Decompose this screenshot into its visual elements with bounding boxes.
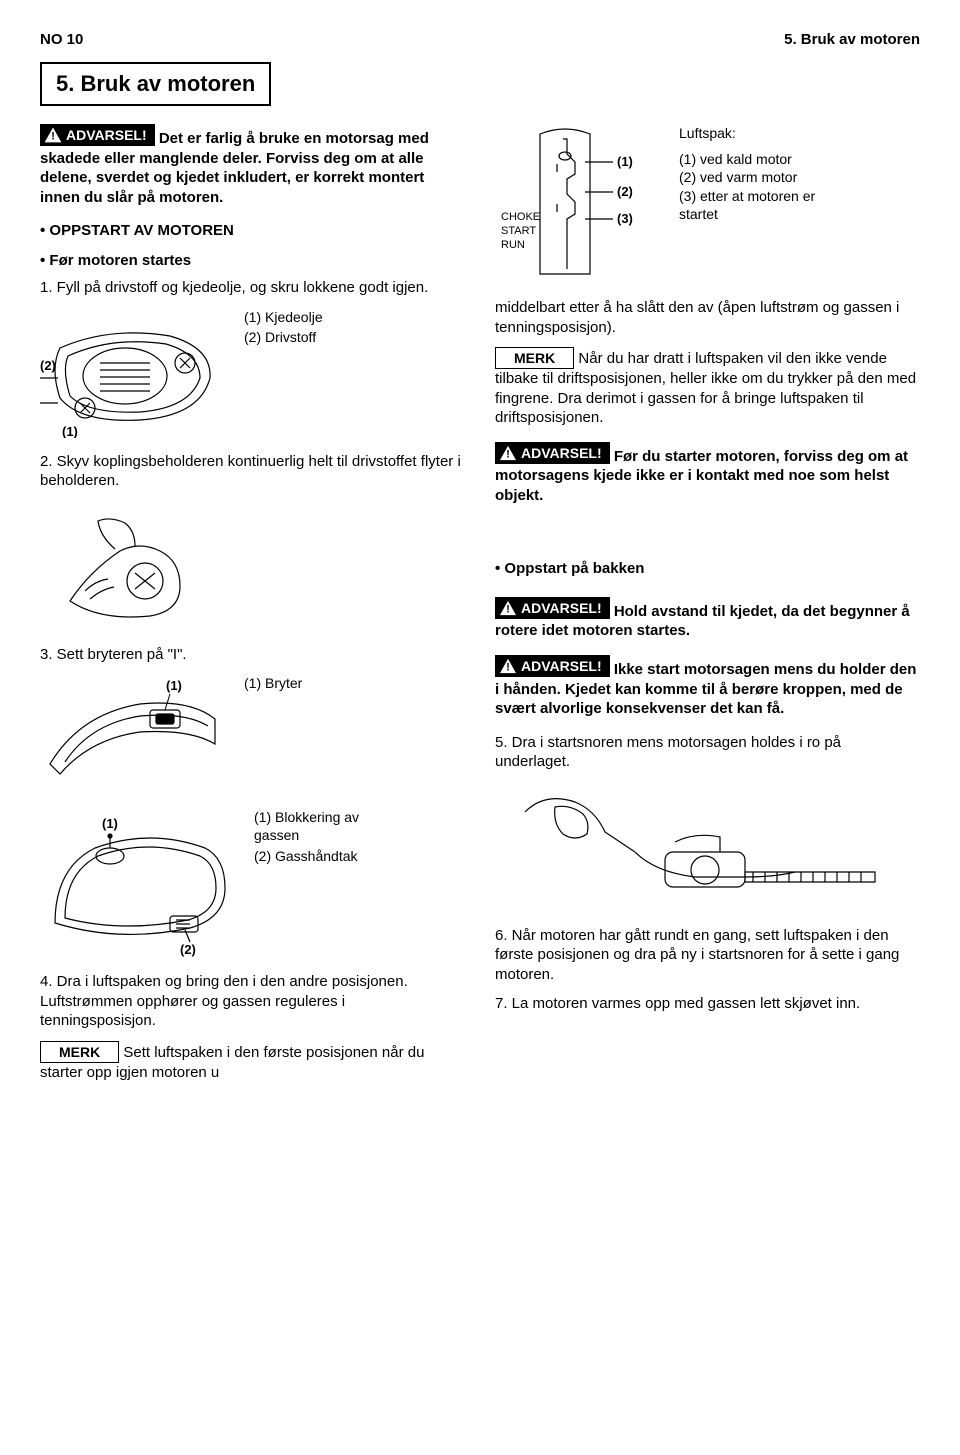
- warning-label-2: ! ADVARSEL!: [495, 442, 610, 464]
- step-3: 3. Sett bryteren på "I".: [40, 645, 465, 665]
- svg-text:!: !: [506, 448, 510, 460]
- step-4: 4. Dra i luftspaken og bring den i den a…: [40, 972, 465, 1031]
- figure-1: (1) (2) (1) Kjedeolje (2) Drivstoff: [40, 308, 465, 438]
- luftspak-n3: (3): [617, 211, 633, 226]
- svg-text:!: !: [506, 603, 510, 615]
- section-title: 5. Bruk av motoren: [56, 70, 255, 99]
- figure-2: [40, 501, 465, 631]
- bullet-oppstart-bakken: • Oppstart på bakken: [495, 559, 920, 579]
- warning-label-4: ! ADVARSEL!: [495, 655, 610, 677]
- fig4-cap-2: (2) Gasshåndtak: [254, 847, 364, 865]
- note-label-2: MERK: [495, 347, 574, 369]
- figure-2-svg: [40, 501, 220, 631]
- luftspak-title: Luftspak:: [679, 124, 829, 142]
- header-right: 5. Bruk av motoren: [784, 30, 920, 50]
- step-2: 2. Skyv koplingsbeholderen kontinuerlig …: [40, 452, 465, 491]
- figure-1-svg: (1) (2): [40, 308, 230, 438]
- figure-5-svg: [495, 782, 895, 912]
- bullet-oppstart: • OPPSTART AV MOTOREN: [40, 221, 465, 241]
- choke-label: CHOKE: [501, 211, 540, 223]
- warning-label: ! ADVARSEL!: [40, 124, 155, 146]
- para-middelbart: middelbart etter å ha slått den av (åpen…: [495, 298, 920, 337]
- svg-text:!: !: [51, 131, 55, 143]
- right-column: CHOKE START RUN (1) (2) (3) Luftspak: (1…: [495, 124, 920, 1096]
- warning-triangle-icon: !: [499, 658, 517, 674]
- luftspak-svg: CHOKE START RUN (1) (2) (3): [495, 124, 665, 284]
- fig1-label-1: (1): [62, 424, 78, 438]
- fig1-cap-1: (1) Kjedeolje: [244, 308, 323, 326]
- step-6: 6. Når motoren har gått rundt en gang, s…: [495, 926, 920, 985]
- figure-4-svg: (1) (2): [40, 808, 240, 958]
- step-1: 1. Fyll på drivstoff og kjedeolje, og sk…: [40, 278, 465, 298]
- step-5: 5. Dra i startsnoren mens motorsagen hol…: [495, 733, 920, 772]
- fig4-label-2: (2): [180, 942, 196, 957]
- luftspak-text: Luftspak: (1) ved kald motor (2) ved var…: [679, 124, 829, 223]
- figure-5: [495, 782, 920, 912]
- warning-triangle-icon: !: [44, 127, 62, 143]
- warning-triangle-icon: !: [499, 445, 517, 461]
- fig4-cap-1: (1) Blokkering av gassen: [254, 808, 364, 844]
- figure-1-captions: (1) Kjedeolje (2) Drivstoff: [244, 308, 323, 348]
- luftspak-2: (2) ved varm motor: [679, 168, 829, 186]
- fig4-label-1: (1): [102, 816, 118, 831]
- figure-3: (1) (1) Bryter: [40, 674, 465, 794]
- fig1-cap-2: (2) Drivstoff: [244, 328, 323, 346]
- luftspak-3: (3) etter at motoren er startet: [679, 187, 829, 223]
- fig3-label-1: (1): [166, 678, 182, 693]
- bullet-foer: • Før motoren startes: [40, 251, 465, 271]
- luftspak-n1: (1): [617, 154, 633, 169]
- figure-4-captions: (1) Blokkering av gassen (2) Gasshåndtak: [254, 808, 364, 867]
- note-label-1: MERK: [40, 1041, 119, 1063]
- luftspak-n2: (2): [617, 184, 633, 199]
- header-left: NO 10: [40, 30, 83, 50]
- run-label: RUN: [501, 239, 525, 251]
- fig1-label-2: (2): [40, 358, 56, 373]
- luftspak-figure: CHOKE START RUN (1) (2) (3) Luftspak: (1…: [495, 124, 920, 284]
- fig3-cap-1: (1) Bryter: [244, 674, 302, 692]
- left-column: ! ADVARSEL! Det er farlig å bruke en mot…: [40, 124, 465, 1096]
- figure-3-captions: (1) Bryter: [244, 674, 302, 694]
- warning-triangle-icon: !: [499, 600, 517, 616]
- start-label: START: [501, 225, 536, 237]
- step-7: 7. La motoren varmes opp med gassen lett…: [495, 994, 920, 1014]
- warning-label-3: ! ADVARSEL!: [495, 597, 610, 619]
- page-header: NO 10 5. Bruk av motoren: [40, 30, 920, 50]
- figure-3-svg: (1): [40, 674, 230, 794]
- figure-4: (1) (2) (1) Blokkering av gassen (2) Gas…: [40, 808, 465, 958]
- section-title-box: 5. Bruk av motoren: [40, 62, 271, 107]
- svg-text:!: !: [506, 662, 510, 674]
- luftspak-1: (1) ved kald motor: [679, 150, 829, 168]
